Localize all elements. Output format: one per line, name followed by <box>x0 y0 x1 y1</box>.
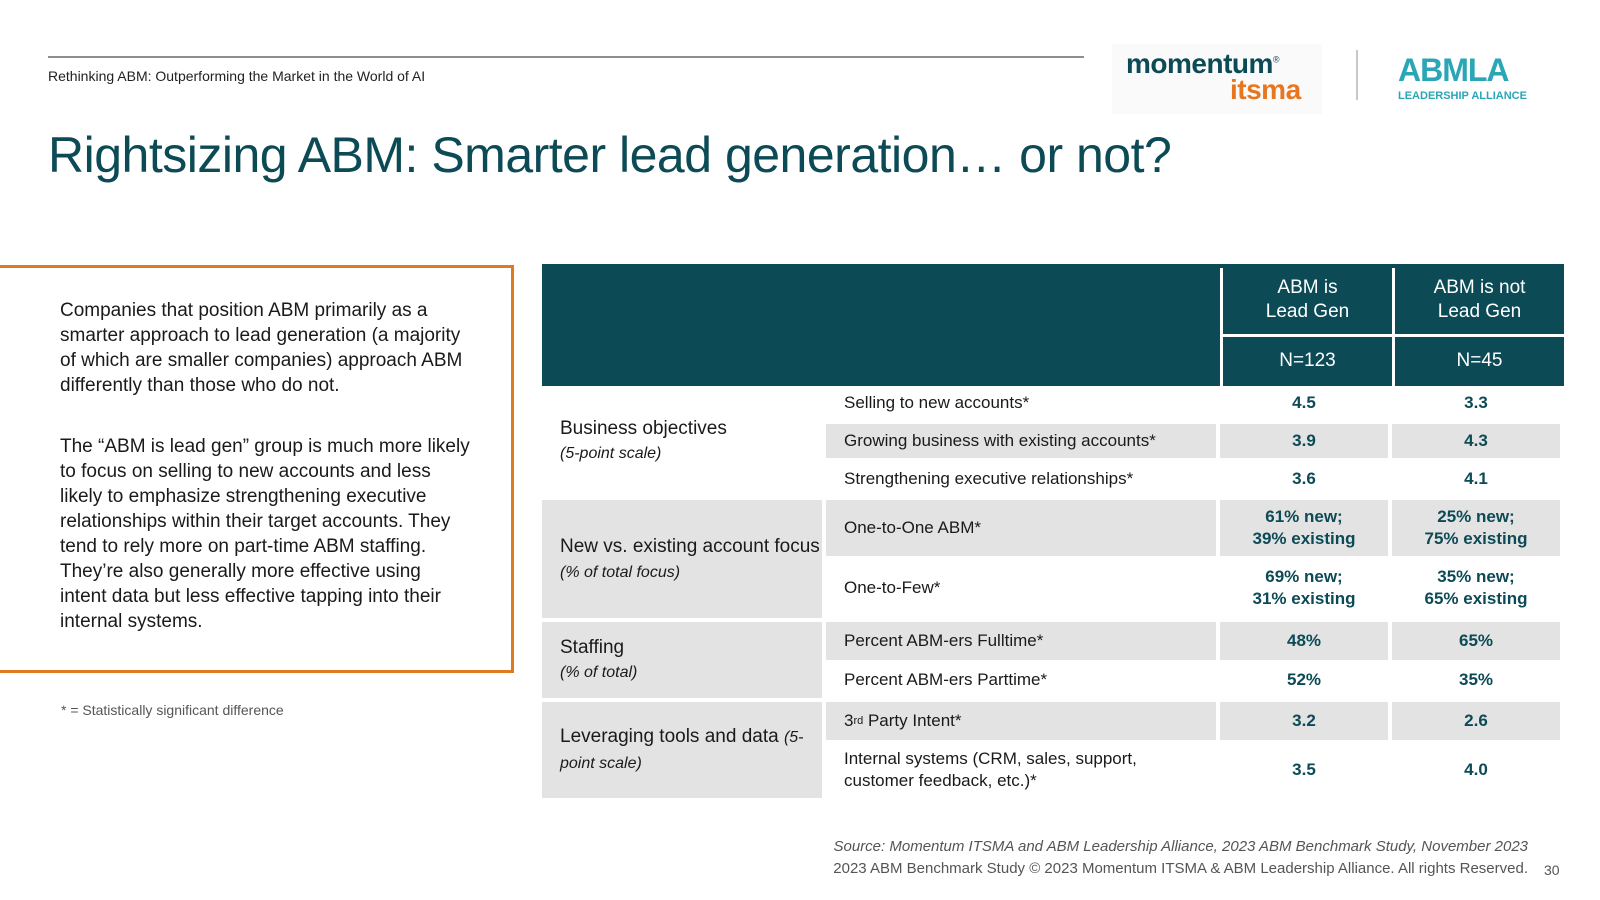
value-not-lead-gen: 35% <box>1458 670 1494 689</box>
value-not-lead-gen: 3.3 <box>1464 393 1488 412</box>
group-staffing: Staffing (% of total) <box>542 622 822 698</box>
row-label: One-to-Few* <box>844 578 941 597</box>
row-label: Percent ABM-ers Fulltime* <box>826 622 1216 660</box>
group-scale: (5-point scale) <box>560 445 662 462</box>
page-title: Rightsizing ABM: Smarter lead generation… <box>48 127 1172 183</box>
logo-divider <box>1356 50 1358 100</box>
value-lead-gen: 3.5 <box>1292 760 1316 779</box>
group-scale: (% of total) <box>560 664 638 681</box>
value-lead-gen: 48% <box>1220 622 1388 660</box>
group-name: New vs. existing account focus <box>560 535 820 557</box>
group-account-focus: New vs. existing account focus (% of tot… <box>542 500 822 618</box>
row-label: Growing business with existing accounts* <box>826 424 1216 458</box>
header-divider-h <box>1223 334 1564 337</box>
summary-callout: Companies that position ABM primarily as… <box>0 265 514 673</box>
header-divider-v1 <box>1220 268 1223 386</box>
source-note: Source: Momentum ITSMA and ABM Leadershi… <box>833 838 1529 855</box>
col2-header: ABM is not Lead Gen <box>1433 277 1526 322</box>
logo-registered-mark: ® <box>1272 54 1280 65</box>
value-lead-gen: 4.5 <box>1292 393 1316 412</box>
table-row: Growing business with existing accounts*… <box>826 424 1564 458</box>
value-lead-gen: 3.2 <box>1220 702 1388 740</box>
momentum-itsma-logo: momentum® itsma <box>1112 44 1322 114</box>
deck-subtitle: Rethinking ABM: Outperforming the Market… <box>48 68 426 84</box>
logo-itsma-text: itsma <box>1230 74 1301 105</box>
logo-momentum-text: momentum <box>1126 48 1273 79</box>
group-name: Staffing <box>560 637 625 658</box>
value-not-lead-gen: 4.0 <box>1464 760 1488 779</box>
header-rule <box>48 56 1084 58</box>
col2-sample-size: N=45 <box>1456 350 1503 371</box>
table-row: One-to-Few* 69% new; 31% existing 35% ne… <box>826 558 1564 618</box>
abmla-logo: ABMLA LEADERSHIP ALLIANCE <box>1386 48 1546 110</box>
logo-abmla-text: ABMLA <box>1398 52 1510 88</box>
value-not-lead-gen: 4.3 <box>1392 424 1560 458</box>
table-row: One-to-One ABM* 61% new; 39% existing 25… <box>826 500 1564 556</box>
table-row: Percent ABM-ers Fulltime* 48% 65% <box>826 622 1564 660</box>
row-label: Internal systems (CRM, sales, support, c… <box>844 749 1137 790</box>
row-label: One-to-One ABM* <box>826 500 1216 556</box>
value-lead-gen: 3.6 <box>1292 469 1316 488</box>
logo-abmla-subtext: LEADERSHIP ALLIANCE <box>1398 90 1527 102</box>
value-lead-gen: 69% new; 31% existing <box>1252 567 1356 608</box>
group-tools-data: Leveraging tools and data (5-point scale… <box>542 702 822 798</box>
row-label: Percent ABM-ers Parttime* <box>844 670 1048 689</box>
row-label: Strengthening executive relationships* <box>844 469 1134 488</box>
callout-paragraph-1: Companies that position ABM primarily as… <box>60 300 463 396</box>
col1-sample-size: N=123 <box>1279 350 1336 371</box>
group-business-objectives: Business objectives (5-point scale) <box>542 386 822 496</box>
col1-header: ABM is Lead Gen <box>1265 277 1350 322</box>
group-name: Leveraging tools and data <box>560 726 779 747</box>
table-row: Percent ABM-ers Parttime* 52% 35% <box>826 662 1564 698</box>
table-row: Selling to new accounts* 4.5 3.3 <box>826 386 1564 420</box>
group-scale: (5-point scale) <box>560 729 804 772</box>
value-not-lead-gen: 65% <box>1392 622 1560 660</box>
table-row: Internal systems (CRM, sales, support, c… <box>826 742 1564 798</box>
callout-paragraph-2: The “ABM is lead gen” group is much more… <box>60 436 470 632</box>
value-lead-gen: 61% new; 39% existing <box>1220 500 1388 556</box>
value-lead-gen: 3.9 <box>1220 424 1388 458</box>
value-not-lead-gen: 4.1 <box>1464 469 1488 488</box>
page-number: 30 <box>1544 862 1560 878</box>
value-not-lead-gen: 35% new; 65% existing <box>1424 567 1528 608</box>
row-label: Selling to new accounts* <box>844 393 1030 412</box>
value-not-lead-gen: 2.6 <box>1392 702 1560 740</box>
group-scale: (% of total focus) <box>560 563 681 581</box>
copyright-note: 2023 ABM Benchmark Study © 2023 Momentum… <box>833 860 1528 877</box>
header-divider-v2 <box>1392 268 1395 386</box>
value-not-lead-gen: 25% new; 75% existing <box>1392 500 1560 556</box>
footnote: * = Statistically significant difference <box>61 702 284 718</box>
group-name: Business objectives <box>560 418 727 439</box>
table-row: Strengthening executive relationships* 3… <box>826 462 1564 496</box>
value-lead-gen: 52% <box>1286 670 1322 689</box>
